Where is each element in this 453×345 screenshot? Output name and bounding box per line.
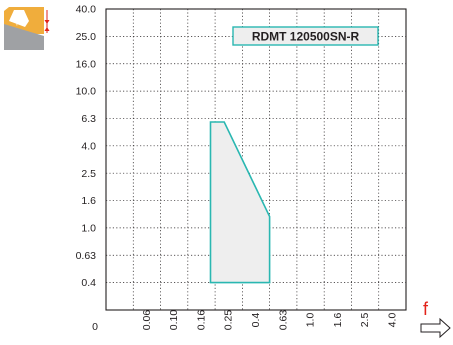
- x-tick-label: 0.16: [195, 310, 207, 331]
- feed-axis-label: f: [423, 299, 429, 319]
- y-tick-label: 6.3: [81, 113, 96, 125]
- x-tick-label: 0.25: [223, 310, 235, 331]
- x-tick-label: 0: [92, 321, 98, 333]
- y-tick-label: 1.0: [81, 223, 96, 235]
- legend: RDMT 120500SN-R: [232, 26, 379, 46]
- ap-icon-letter: ap: [10, 13, 20, 26]
- right-arrow-icon: [420, 317, 451, 339]
- series-layer: [209, 121, 271, 284]
- y-tick-label: 0.63: [76, 250, 97, 262]
- y-tick-label: 16.0: [76, 58, 97, 70]
- y-tick-label: 2.5: [81, 168, 96, 180]
- y-tick-label: 40.0: [76, 4, 97, 16]
- series-region: [209, 121, 271, 284]
- y-tick-label: 0.4: [81, 277, 96, 289]
- x-tick-label: 0.63: [277, 310, 289, 331]
- x-tick-label: 2.5: [359, 313, 371, 328]
- legend-label: RDMT 120500SN-R: [252, 30, 360, 44]
- y-tick-label: 25.0: [76, 31, 97, 43]
- x-tick-label: 0.10: [168, 310, 180, 331]
- y-tick-label: 10.0: [76, 86, 97, 98]
- ap-depth-of-cut-icon: ap: [4, 7, 50, 50]
- x-tick-label: 1.6: [332, 313, 344, 328]
- x-tick-label: 0.06: [141, 310, 153, 331]
- y-tick-label: 1.6: [81, 195, 96, 207]
- x-tick-label: 0.4: [250, 313, 262, 328]
- x-tick-label: 1.0: [305, 313, 317, 328]
- y-tick-label: 4.0: [81, 140, 96, 152]
- y-axis-ticks: 0.4 0.63 1.0 1.6 2.5 4.0 6.3 10.0 16.0 25.0 40.0: [76, 4, 97, 290]
- x-axis-ticks: 0 0.06 0.10 0.16 0.25 0.4 0.63 1.0 1.6 2.5 4.0: [92, 310, 398, 333]
- x-tick-label: 4.0: [386, 313, 398, 328]
- feed-axis-marker: f: [420, 299, 451, 339]
- legend-box: [232, 26, 379, 46]
